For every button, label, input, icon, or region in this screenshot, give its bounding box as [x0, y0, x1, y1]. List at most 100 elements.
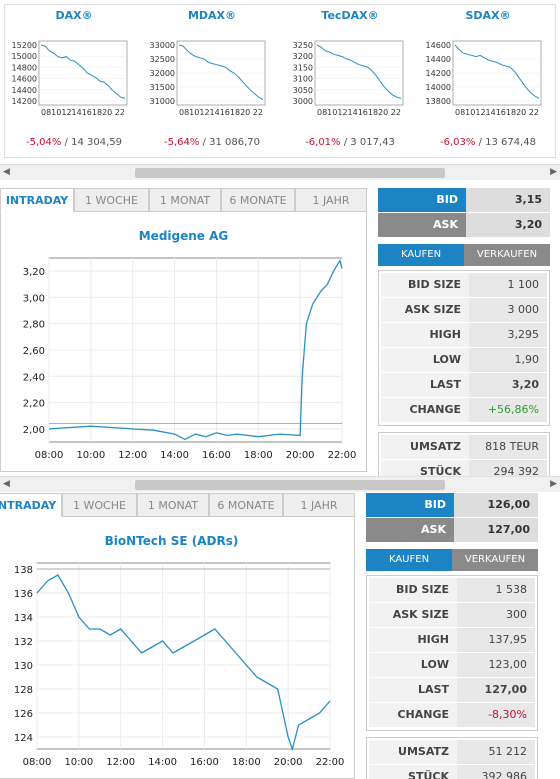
mini-y-tick: 15000 — [12, 52, 37, 61]
sell-button[interactable]: VERKAUFEN — [464, 244, 550, 266]
high-label: HIGH — [369, 628, 457, 652]
high-row: HIGH 137,95 — [369, 628, 535, 653]
buy-button[interactable]: KAUFEN — [378, 244, 464, 266]
last-row: LAST 127,00 — [369, 678, 535, 703]
ask-row: ASK 127,00 — [366, 518, 538, 543]
tab-6-monate[interactable]: 6 MONATE — [221, 188, 295, 212]
y-tick-label: 3,20 — [23, 267, 45, 278]
ask-size-value: 300 — [457, 603, 535, 627]
tab-1-jahr[interactable]: 1 JAHR — [283, 493, 355, 517]
tab-1-monat[interactable]: 1 MONAT — [137, 493, 209, 517]
bid-size-row: BID SIZE 1 538 — [369, 578, 535, 603]
y-tick-label: 130 — [14, 661, 33, 672]
trade-buttons: KAUFEN VERKAUFEN — [378, 244, 550, 266]
scroll-left-icon[interactable]: ◀ — [3, 479, 10, 489]
index-change: -6,01% — [305, 137, 341, 148]
change-label: CHANGE — [381, 398, 469, 422]
panel-scrollbar[interactable]: ◀ ▶ — [0, 476, 560, 492]
mini-y-tick: 13800 — [426, 97, 451, 106]
mini-y-tick: 3250 — [293, 41, 313, 50]
index-chart: 14600 14400 14200 14000 13800 08101214161820 … — [426, 40, 542, 117]
x-tick-label: 10:00 — [64, 757, 93, 768]
tab-1-woche[interactable]: 1 WOCHE — [62, 493, 137, 517]
tab-1-woche[interactable]: 1 WOCHE — [74, 188, 149, 212]
index-scrollbar[interactable]: ◀ ▶ — [0, 164, 560, 180]
ask-size-label: ASK SIZE — [381, 298, 469, 322]
bid-size-value: 1 538 — [457, 578, 535, 602]
mini-y-tick: 14800 — [12, 63, 37, 72]
last-label: LAST — [381, 373, 469, 397]
y-tick-label: 128 — [14, 685, 33, 696]
mini-series-line — [454, 44, 540, 99]
index-dax[interactable]: DAX® 15200 15000 14800 14600 14400 14200 08101… — [5, 5, 143, 157]
x-tick-label: 16:00 — [190, 757, 219, 768]
ask-size-value: 3 000 — [469, 298, 547, 322]
bid-row: BID 126,00 — [366, 493, 538, 518]
index-name[interactable]: TecDAX® — [321, 9, 379, 22]
index-value-line: -5,04% / 14 304,59 — [25, 137, 123, 148]
x-tick-label: 20:00 — [274, 757, 303, 768]
price-line — [36, 574, 331, 752]
chart-title: Medigene AG — [138, 229, 229, 243]
mini-y-tick: 31000 — [150, 97, 175, 106]
scroll-right-icon[interactable]: ▶ — [550, 479, 557, 489]
last-label: LAST — [369, 678, 457, 702]
x-tick-label: 20:00 — [286, 450, 315, 461]
index-name[interactable]: MDAX® — [187, 9, 237, 22]
high-row: HIGH 3,295 — [381, 323, 547, 348]
tab-1-monat[interactable]: 1 MONAT — [149, 188, 221, 212]
index-tecdax[interactable]: TecDAX® 3250 3200 3150 3100 3050 3000 08101214… — [281, 5, 419, 157]
mini-y-tick: 14200 — [12, 97, 37, 106]
index-change: -6,03% — [439, 137, 476, 148]
bid-value: 3,15 — [466, 188, 550, 212]
ask-label: ASK — [378, 213, 466, 237]
x-tick-label: 18:00 — [232, 757, 261, 768]
tab-intraday[interactable]: INTRADAY — [0, 188, 74, 212]
scroll-thumb[interactable] — [135, 168, 445, 178]
index-sdax[interactable]: SDAX® 14600 14400 14200 14000 13800 081012141… — [419, 5, 557, 157]
change-row: CHANGE -8,30% — [369, 703, 535, 728]
x-tick-label: 18:00 — [244, 450, 273, 461]
index-name[interactable]: DAX® — [55, 9, 93, 22]
mini-y-tick: 14600 — [426, 41, 451, 50]
mini-y-tick: 3100 — [293, 75, 313, 84]
quote-details: BID SIZE 1 538 ASK SIZE 300 HIGH 137,95 LOW… — [366, 575, 538, 731]
ask-value: 3,20 — [466, 213, 550, 237]
scroll-thumb[interactable] — [135, 480, 445, 490]
plot-frame — [36, 562, 331, 750]
mini-series-line — [316, 44, 402, 99]
scroll-left-icon[interactable]: ◀ — [3, 167, 10, 177]
buy-button[interactable]: KAUFEN — [366, 549, 452, 571]
tab-intraday[interactable]: INTRADAY — [0, 493, 62, 517]
bid-value: 126,00 — [454, 493, 538, 517]
tab-1-jahr[interactable]: 1 JAHR — [295, 188, 367, 212]
scroll-right-icon[interactable]: ▶ — [550, 167, 557, 177]
timeframe-tabs: INTRADAY 1 WOCHE 1 MONAT 6 MONATE 1 JAHR — [0, 493, 355, 517]
trade-buttons: KAUFEN VERKAUFEN — [366, 549, 538, 571]
ask-size-row: ASK SIZE 300 — [369, 603, 535, 628]
intraday-chart: 124 126 128 130 132 134 136 138 08:00 10:00 12:00 1… — [14, 562, 344, 768]
index-value-line: -6,01% / 3 017,43 — [305, 137, 395, 148]
mini-y-tick: 3200 — [293, 52, 313, 61]
mini-y-tick: 14400 — [426, 55, 451, 64]
mini-plot-frame — [38, 40, 128, 106]
mini-x-ticks: 08101214161820 22 — [317, 108, 401, 117]
intraday-chart: 2,00 2,20 2,40 2,60 2,80 3,00 3,20 08:00 10:00 12… — [23, 257, 356, 461]
x-tick-label: 08:00 — [23, 757, 52, 768]
mini-y-tick: 32000 — [150, 69, 175, 78]
change-value: -8,30% — [457, 703, 535, 727]
quote-sidebar: BID 3,15 ASK 3,20 KAUFEN VERKAUFEN BID SIZ… — [378, 188, 550, 488]
index-chart: 33000 32500 32000 31500 31000 08101214161820 … — [150, 40, 266, 117]
index-value: 14 304,59 — [71, 137, 123, 148]
mini-y-tick: 31500 — [150, 83, 175, 92]
index-mdax[interactable]: MDAX® 33000 32500 32000 31500 31000 081012141… — [143, 5, 281, 157]
mini-y-tick: 15200 — [12, 41, 37, 50]
index-name[interactable]: SDAX® — [465, 9, 511, 22]
tab-6-monate[interactable]: 6 MONATE — [209, 493, 283, 517]
sell-button[interactable]: VERKAUFEN — [452, 549, 538, 571]
mini-y-tick: 3050 — [293, 86, 313, 95]
umsatz-row: UMSATZ 818 TEUR — [381, 435, 547, 460]
index-value: 13 674,48 — [485, 137, 537, 148]
